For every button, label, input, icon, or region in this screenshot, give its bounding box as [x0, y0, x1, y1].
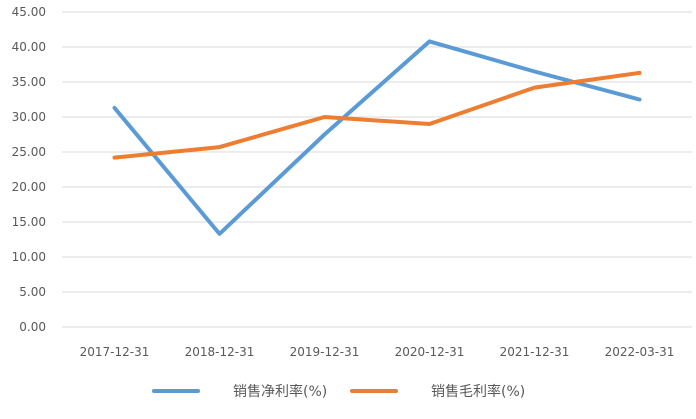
x-tick-label: 2017-12-31 [80, 345, 150, 359]
y-tick-label: 0.00 [19, 320, 46, 334]
y-tick-label: 30.00 [12, 110, 46, 124]
x-tick-label: 2019-12-31 [290, 345, 360, 359]
series-lines [112, 39, 642, 236]
y-tick-label: 10.00 [12, 250, 46, 264]
y-tick-label: 25.00 [12, 145, 46, 159]
legend-label: 销售净利率(%) [233, 383, 327, 400]
gridlines [62, 11, 692, 328]
x-tick-label: 2020-12-31 [395, 345, 465, 359]
y-tick-label: 40.00 [12, 40, 46, 54]
y-tick-label: 15.00 [12, 215, 46, 229]
x-axis-ticks: 2017-12-31 2018-12-31 2019-12-31 2020-12-31… [80, 345, 675, 359]
legend-label: 销售毛利率(%) [431, 383, 525, 400]
legend: 销售净利率(%) 销售毛利率(%) [152, 383, 525, 400]
y-axis-ticks: 0.00 5.00 10.00 15.00 20.00 25.00 30.00 35.00 40… [12, 5, 46, 334]
x-tick-label: 2018-12-31 [185, 345, 255, 359]
x-tick-label: 2021-12-31 [500, 345, 570, 359]
y-tick-label: 35.00 [12, 75, 46, 89]
y-tick-label: 5.00 [19, 285, 46, 299]
y-tick-label: 45.00 [12, 5, 46, 19]
x-tick-label: 2022-03-31 [605, 345, 675, 359]
series-line-0 [112, 39, 642, 236]
series-line-1 [112, 70, 642, 160]
y-tick-label: 20.00 [12, 180, 46, 194]
